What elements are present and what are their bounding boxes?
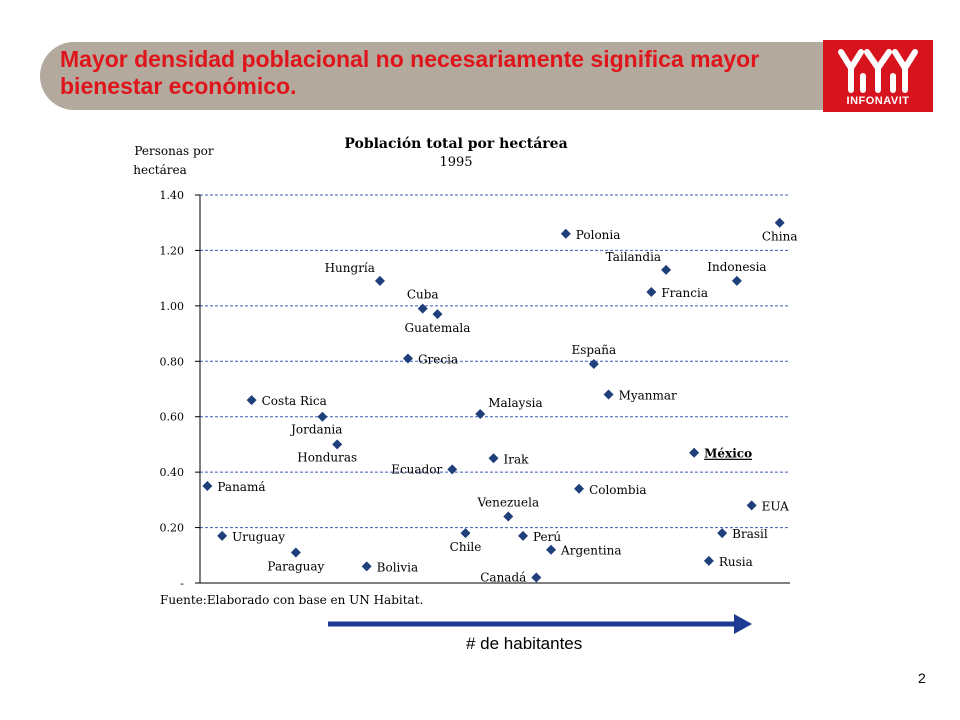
data-point — [703, 555, 714, 566]
data-point — [374, 275, 385, 286]
data-point-label: Perú — [533, 530, 561, 544]
data-point-label: Irak — [504, 452, 530, 466]
y-axis-label-line1: Personas por — [134, 144, 214, 158]
y-axis-label-line2: hectárea — [133, 163, 187, 177]
data-point-label: Myanmar — [619, 389, 677, 403]
data-point — [332, 439, 343, 450]
data-point — [603, 389, 614, 400]
data-point — [475, 408, 486, 419]
infonavit-logo-icon — [838, 49, 918, 93]
data-point-label: Uruguay — [232, 530, 285, 544]
data-point-label: Ecuador — [391, 462, 442, 476]
data-point-label: España — [572, 343, 617, 357]
data-point — [689, 447, 700, 458]
data-point — [518, 530, 529, 541]
data-point-label: Venezuela — [476, 495, 539, 509]
data-point — [447, 464, 458, 475]
chart-source-note: Fuente:Elaborado con base en UN Habitat. — [160, 593, 424, 607]
y-tick-label: 1.20 — [160, 244, 185, 257]
page-number: 2 — [918, 670, 926, 686]
data-point-label: Cuba — [407, 288, 439, 302]
data-point — [774, 217, 785, 228]
data-point-label: China — [762, 230, 798, 244]
chart-subtitle: 1995 — [439, 155, 472, 170]
y-tick-label: 0.40 — [160, 466, 185, 479]
data-point — [432, 309, 443, 320]
data-point-label: Polonia — [576, 228, 621, 242]
data-point-label: Francia — [661, 286, 708, 300]
habitantes-arrow-icon — [734, 614, 752, 634]
data-point — [290, 547, 301, 558]
data-point — [361, 561, 372, 572]
data-point-label: Indonesia — [707, 260, 766, 274]
data-point-label: Rusia — [719, 555, 753, 569]
data-point — [202, 481, 213, 491]
data-point — [717, 528, 728, 539]
data-point-label: Chile — [450, 540, 482, 554]
title-banner — [40, 42, 840, 110]
data-point — [746, 500, 757, 511]
data-point — [246, 395, 257, 406]
data-point-label: Honduras — [297, 450, 357, 464]
data-point-label: Argentina — [560, 544, 621, 558]
data-point — [731, 275, 742, 286]
data-point — [531, 572, 542, 583]
logo-text: INFONAVIT — [846, 95, 910, 107]
data-point — [646, 287, 657, 297]
infonavit-logo: INFONAVIT — [823, 40, 933, 112]
data-point-label: Colombia — [589, 483, 647, 497]
data-point — [488, 453, 499, 464]
data-point — [460, 528, 471, 539]
y-tick-label: 0.60 — [160, 411, 185, 424]
data-point — [417, 303, 428, 314]
data-point — [317, 411, 328, 422]
data-point-label: Malaysia — [488, 396, 542, 410]
data-point-label: Jordania — [289, 423, 342, 437]
data-point-label: Guatemala — [405, 321, 471, 335]
data-point-label: Paraguay — [267, 560, 324, 574]
y-tick-label: 1.40 — [160, 189, 185, 202]
data-point-label: Panamá — [217, 480, 265, 494]
data-point-label: Tailandia — [606, 250, 661, 264]
data-point-label: Bolivia — [377, 560, 419, 574]
data-point — [217, 530, 228, 541]
data-point — [546, 544, 557, 555]
data-point — [560, 228, 571, 239]
data-point-label: Costa Rica — [262, 394, 327, 408]
data-point — [503, 511, 514, 522]
chart-title: Población total por hectárea — [344, 136, 567, 152]
y-tick-label: - — [180, 577, 184, 590]
y-tick-label: 0.20 — [160, 522, 185, 535]
data-point — [661, 264, 672, 275]
y-tick-label: 1.00 — [160, 300, 185, 313]
data-point — [588, 359, 599, 370]
data-point-label: Brasil — [732, 527, 768, 541]
data-point-label: México — [704, 447, 752, 461]
data-point — [574, 483, 585, 494]
data-point — [402, 353, 413, 364]
data-point-label: Hungría — [325, 261, 375, 275]
y-tick-label: 0.80 — [160, 355, 185, 368]
data-point-label: Grecia — [418, 353, 458, 367]
data-point-label: EUA — [762, 499, 790, 513]
data-point-label: Canadá — [480, 570, 526, 584]
slide-title: Mayor densidad poblacional no necesariam… — [60, 46, 760, 99]
habitantes-label: # de habitantes — [466, 634, 583, 653]
